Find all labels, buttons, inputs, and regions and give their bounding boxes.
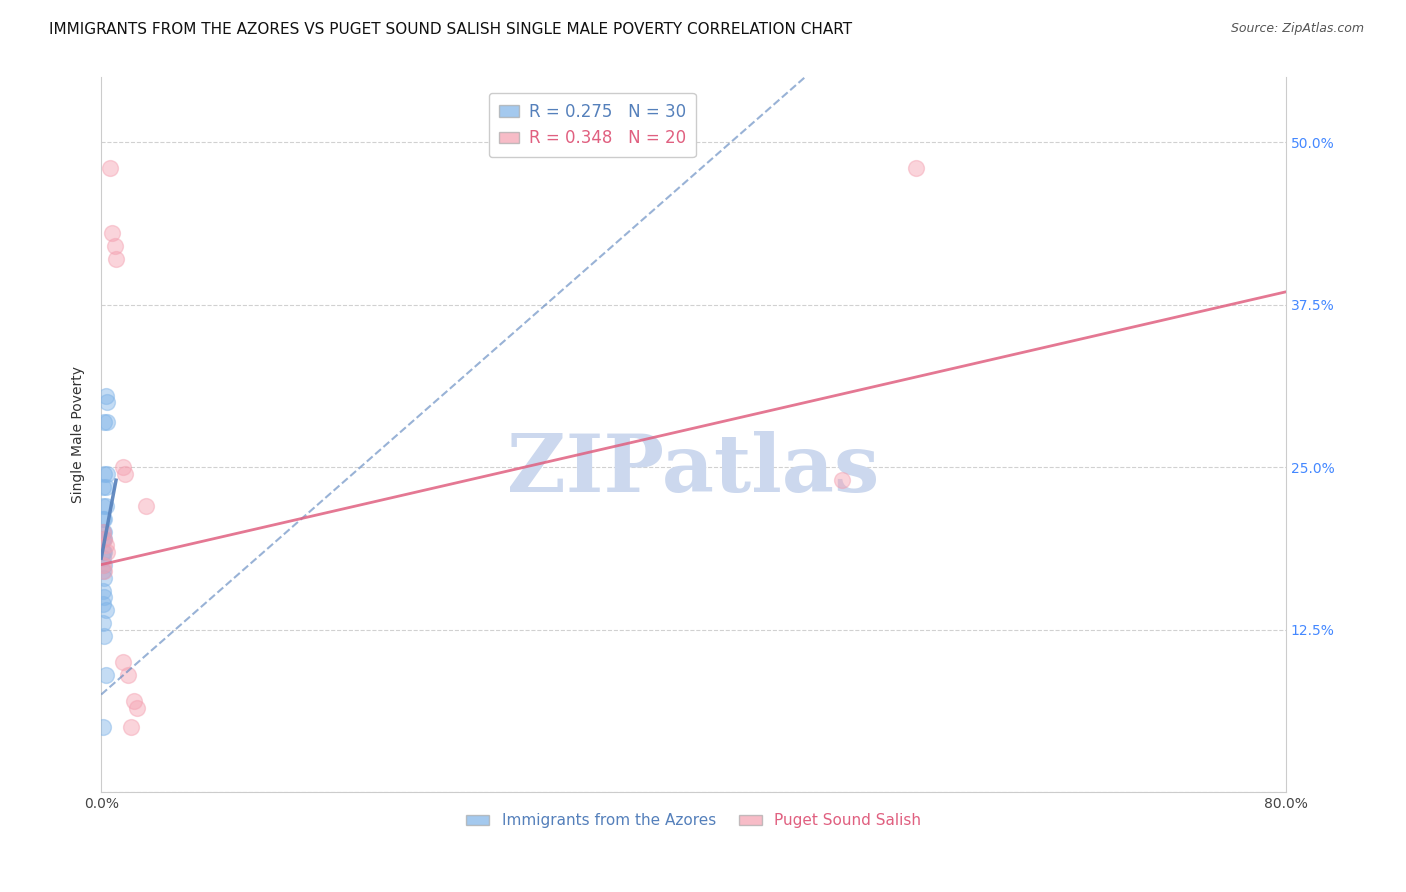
Point [94, 603, 117, 617]
Point [94, 499, 117, 513]
Point [91, 532, 114, 546]
Legend: Immigrants from the Azores, Puget Sound Salish: Immigrants from the Azores, Puget Sound … [460, 807, 927, 834]
Point [103, 239, 125, 253]
Point [93, 571, 115, 585]
Point [100, 227, 122, 241]
Point [94, 538, 117, 552]
Point [93, 558, 115, 572]
Point [112, 655, 135, 669]
Point [904, 161, 927, 176]
Point [94, 480, 117, 494]
Point [93, 532, 115, 546]
Point [91, 525, 114, 540]
Point [91, 499, 114, 513]
Point [91, 551, 114, 566]
Point [93, 629, 115, 643]
Point [96, 395, 118, 409]
Point [93, 564, 115, 578]
Point [91, 616, 114, 631]
Point [91, 480, 114, 494]
Point [93, 415, 115, 429]
Point [93, 590, 115, 604]
Point [96, 544, 118, 558]
Point [91, 544, 114, 558]
Point [117, 668, 139, 682]
Point [93, 467, 115, 481]
Point [96, 467, 118, 481]
Point [125, 700, 148, 714]
Point [114, 467, 136, 481]
Point [94, 668, 117, 682]
Point [91, 564, 114, 578]
Point [93, 512, 115, 526]
Point [94, 389, 117, 403]
Point [91, 597, 114, 611]
Point [122, 694, 145, 708]
Point [105, 252, 128, 267]
Point [91, 512, 114, 526]
Point [91, 558, 114, 572]
Text: ZIPatlas: ZIPatlas [508, 432, 880, 509]
Point [112, 460, 135, 475]
Point [91, 720, 114, 734]
Point [91, 525, 114, 540]
Point [98, 161, 121, 176]
Point [93, 525, 115, 540]
Point [93, 532, 115, 546]
Point [96, 415, 118, 429]
Point [93, 544, 115, 558]
Point [135, 499, 157, 513]
Text: Source: ZipAtlas.com: Source: ZipAtlas.com [1230, 22, 1364, 36]
Point [91, 583, 114, 598]
Point [831, 473, 853, 487]
Y-axis label: Single Male Poverty: Single Male Poverty [72, 367, 86, 503]
Point [120, 720, 142, 734]
Text: IMMIGRANTS FROM THE AZORES VS PUGET SOUND SALISH SINGLE MALE POVERTY CORRELATION: IMMIGRANTS FROM THE AZORES VS PUGET SOUN… [49, 22, 852, 37]
